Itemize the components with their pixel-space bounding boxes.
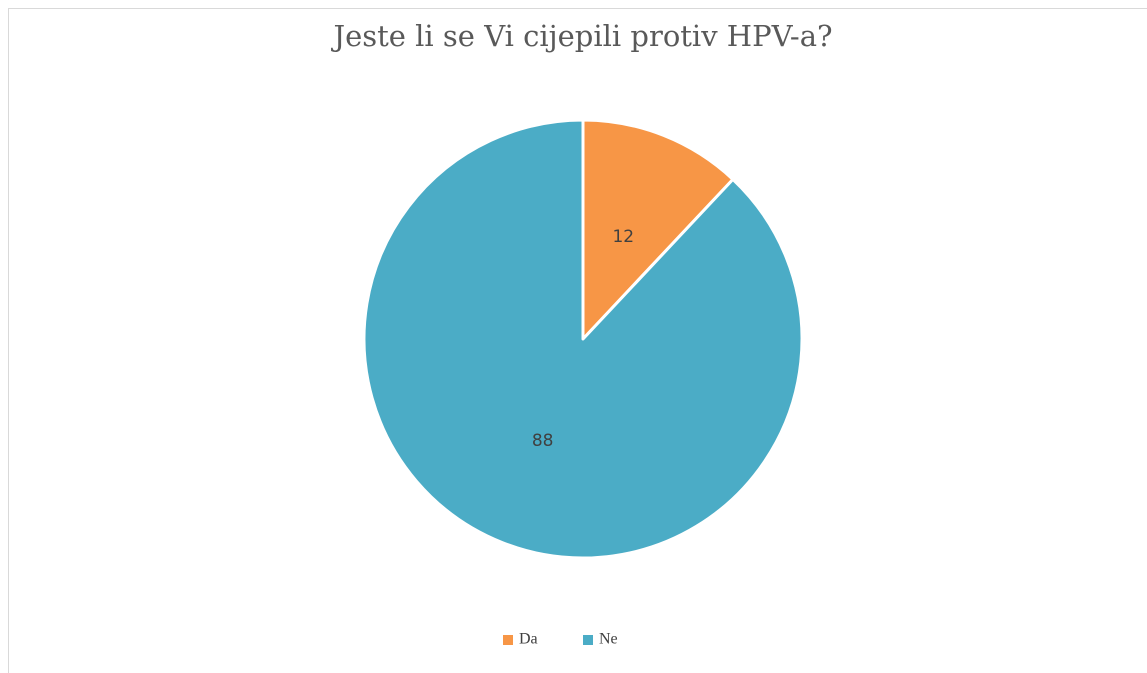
legend-label: Da bbox=[519, 631, 538, 648]
legend-swatch bbox=[583, 635, 593, 645]
pie-slice bbox=[581, 118, 735, 341]
data-label: 88 bbox=[532, 431, 554, 451]
data-label: 12 bbox=[612, 227, 634, 247]
chart-title: Jeste li se Vi cijepili protiv HPV-a? bbox=[330, 19, 832, 53]
legend-label: Ne bbox=[599, 631, 618, 648]
pie-slice bbox=[362, 118, 804, 560]
legend-swatch bbox=[503, 635, 513, 645]
